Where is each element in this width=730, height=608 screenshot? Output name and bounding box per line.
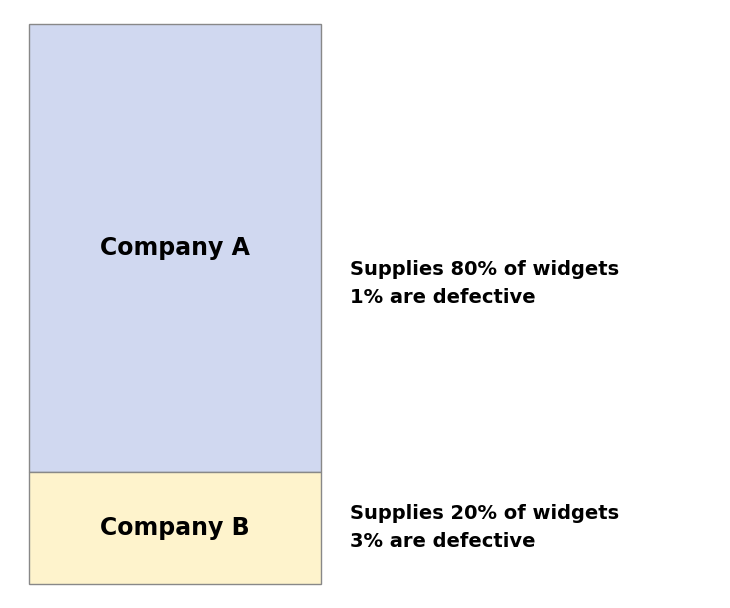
- Text: Supplies 80% of widgets
1% are defective: Supplies 80% of widgets 1% are defective: [350, 260, 620, 308]
- Text: Company B: Company B: [101, 516, 250, 540]
- Bar: [29, 472, 321, 584]
- Text: Supplies 20% of widgets
3% are defective: Supplies 20% of widgets 3% are defective: [350, 504, 620, 551]
- Text: Company A: Company A: [100, 236, 250, 260]
- Bar: [29, 24, 321, 472]
